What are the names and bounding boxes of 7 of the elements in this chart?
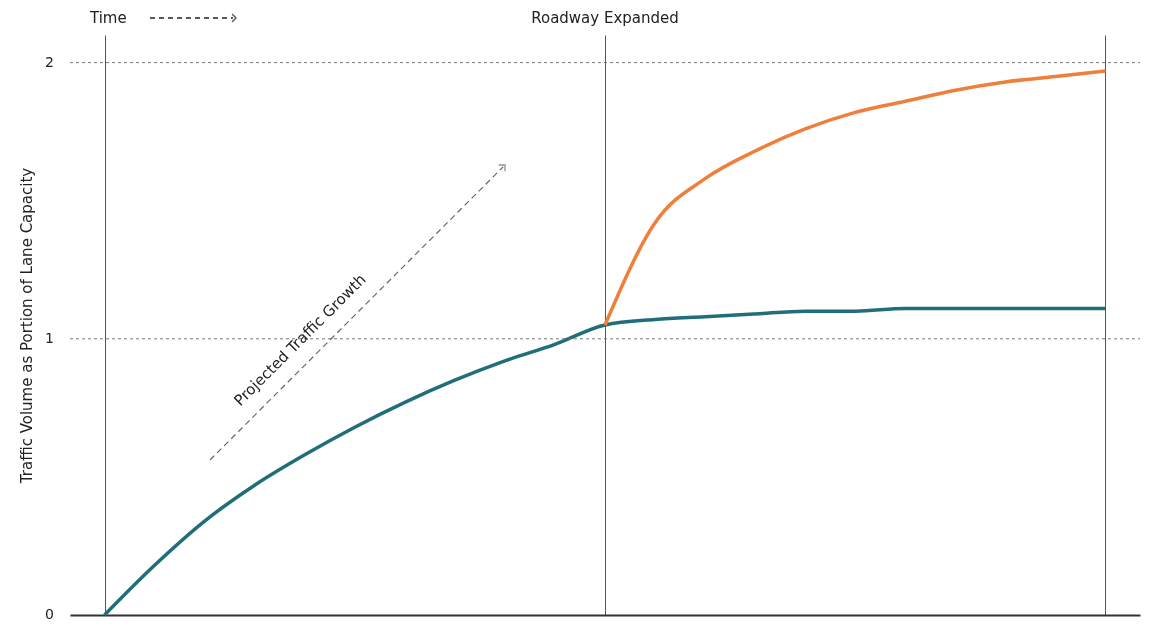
y-tick-label: 0 — [45, 606, 54, 622]
text: Roadway Expanded — [531, 9, 679, 27]
y-axis-title: Traffic Volume as Portion of Lane Capacity — [17, 167, 36, 485]
y-tick-label: 1 — [45, 329, 54, 346]
text: Time — [89, 9, 127, 27]
y-tick-label: 2 — [45, 53, 54, 70]
line-series — [603, 69, 1108, 327]
